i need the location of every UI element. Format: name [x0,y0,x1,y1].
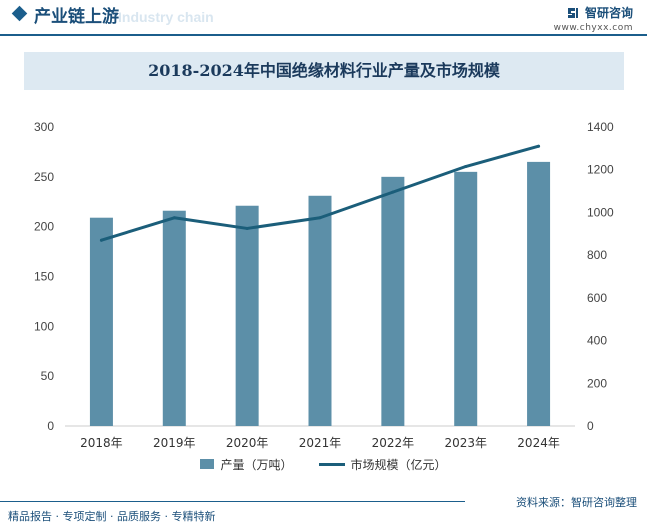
brand-url: www.chyxx.com [553,23,633,33]
line-point-market-size [245,226,249,230]
line-point-market-size [318,216,322,220]
y-left-tick-label: 300 [34,120,54,134]
y-left-tick-label: 50 [41,369,55,383]
y-right-tick-label: 800 [587,248,607,262]
y-right-tick-label: 1400 [587,120,614,134]
y-left-tick-label: 150 [34,270,54,284]
legend-label-production: 产量（万吨） [220,457,293,472]
bar-production [381,176,405,426]
bar-production [235,205,259,426]
x-tick-label: 2022年 [372,436,415,450]
line-point-market-size [172,216,176,220]
source-note: 资料来源：智研咨询整理 [516,496,637,509]
section-subtitle: Industry chain [118,9,214,25]
line-point-market-size [464,165,468,169]
chart-title: 2018-2024年中国绝缘材料行业产量及市场规模 [24,52,624,90]
y-right-tick-label: 1000 [587,205,614,219]
x-tick-label: 2018年 [80,436,123,450]
legend-bar-swatch [200,459,215,469]
bar-production [89,217,113,426]
y-left-tick-label: 100 [34,319,54,333]
bar-production [527,161,551,426]
line-point-market-size [391,190,395,194]
y-right-tick-label: 200 [587,376,607,390]
bar-production [308,195,332,426]
header-bar: 产业链上游 Industry chain 智研咨询 www.chyxx.com [0,0,647,34]
y-left-tick-label: 250 [34,170,54,184]
legend-item-production: 产量（万吨） [200,456,293,473]
brand-logo-icon [565,5,580,20]
footer-tagline: 精品报告 · 专项定制 · 品质服务 · 专精特新 [8,510,216,523]
brand-name: 智研咨询 [584,6,633,20]
y-left-tick-label: 0 [47,419,54,433]
combo-chart: 0 50 100 150 200 250 300 0 200 400 600 800 1000 1200 1… [34,120,614,450]
y-left-tick-label: 200 [34,220,54,234]
y-right-tick-label: 600 [587,291,607,305]
line-point-market-size [537,144,541,148]
chart-legend: 产量（万吨） 市场规模（亿元） [0,454,647,474]
diamond-icon [11,5,28,22]
x-tick-label: 2023年 [444,436,487,450]
bar-production [454,171,478,426]
x-tick-label: 2024年 [517,436,560,450]
header-divider [0,34,647,36]
brand-block: 智研咨询 www.chyxx.com [554,4,633,33]
y-right-tick-label: 0 [587,419,594,433]
footer-divider [0,501,465,502]
y-right-tick-label: 1200 [587,163,614,177]
x-tick-label: 2019年 [153,436,196,450]
legend-label-market-size: 市场规模（亿元） [350,457,447,472]
bar-production [162,210,186,426]
line-point-market-size [99,238,103,242]
x-tick-label: 2020年 [226,436,269,450]
y-right-tick-label: 400 [587,334,607,348]
x-tick-label: 2021年 [299,436,342,450]
legend-line-swatch [318,462,345,466]
section-title: 产业链上游 [34,7,119,27]
legend-item-market-size: 市场规模（亿元） [318,456,447,473]
